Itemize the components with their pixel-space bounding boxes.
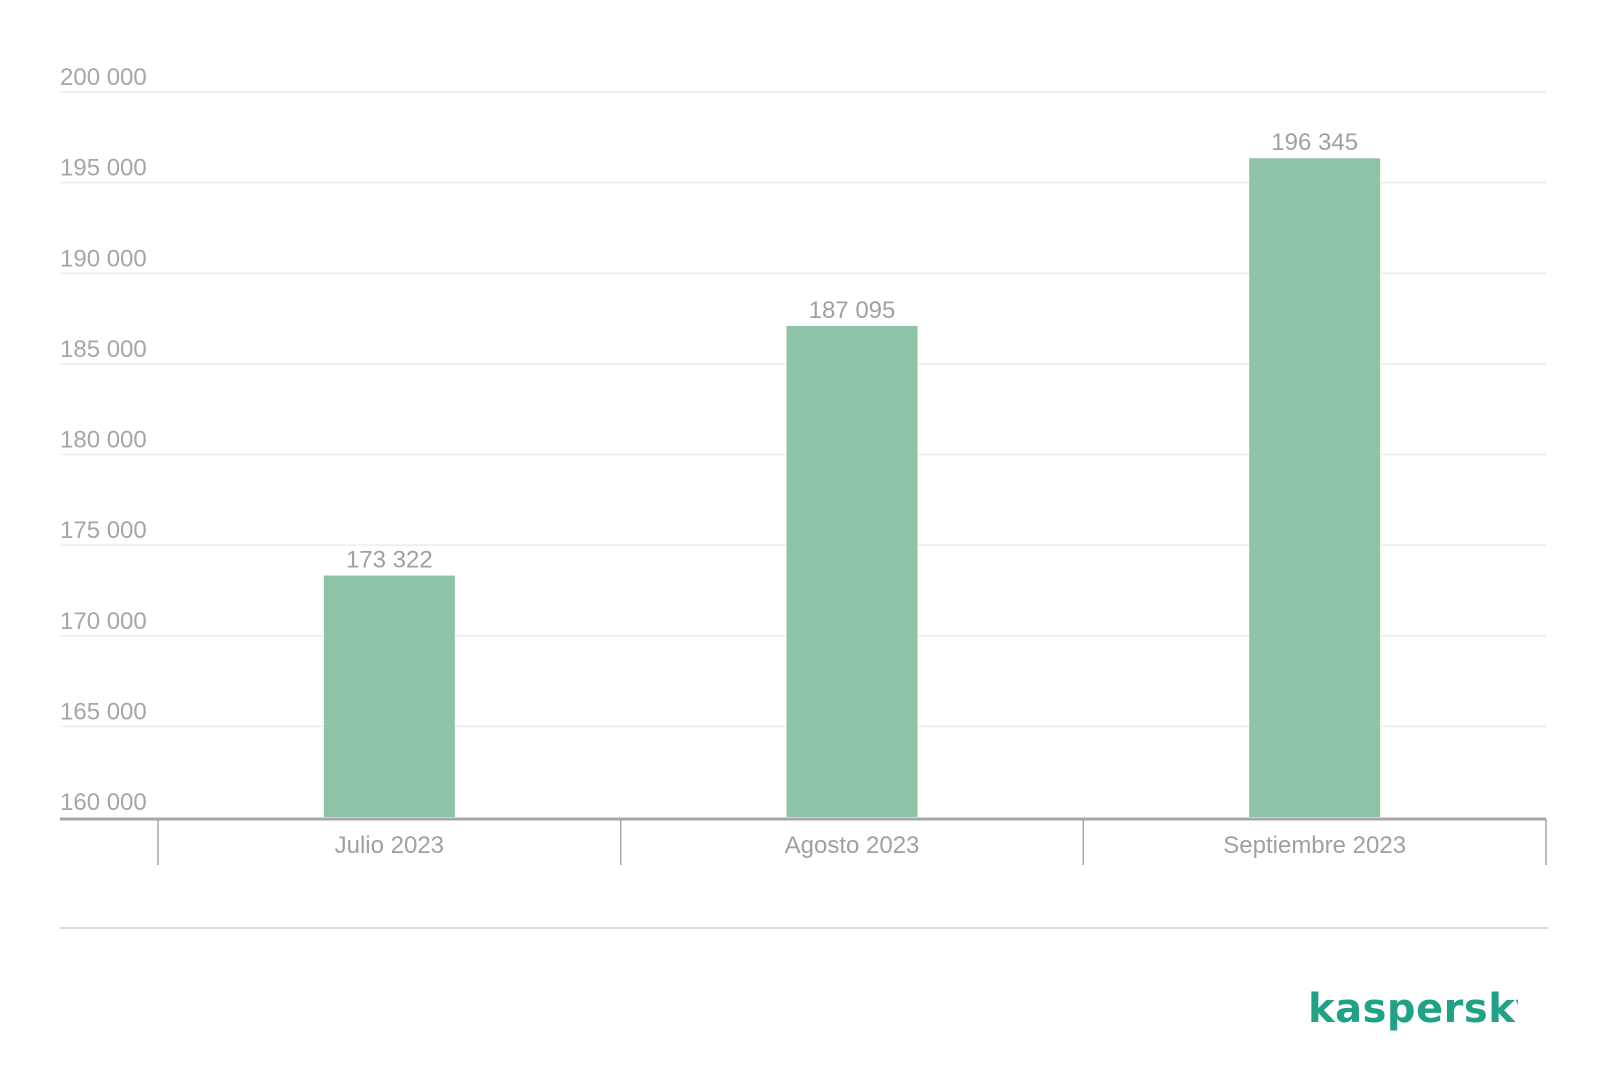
y-tick-label: 175 000 [60, 517, 147, 544]
bar-value-label: 173 322 [346, 547, 433, 574]
y-tick-label: 165 000 [60, 698, 147, 725]
y-tick-label: 190 000 [60, 245, 147, 272]
bar [1249, 158, 1381, 817]
kaspersky-logo: kaspersky [1308, 980, 1541, 1040]
x-axis-separators [157, 819, 1547, 865]
y-tick-label: 180 000 [60, 427, 147, 454]
bar-value-label: 187 095 [809, 297, 896, 324]
bar-value-label: 196 345 [1271, 129, 1358, 156]
data-labels: 173 322 187 095 196 345 [346, 129, 1358, 573]
y-tick-label: 200 000 [60, 64, 147, 91]
y-axis-tick-labels: 160 000 165 000 170 000 175 000 180 000 185 0… [60, 64, 147, 816]
y-tick-label: 170 000 [60, 608, 147, 635]
x-category-label: Julio 2023 [335, 832, 444, 859]
bars [323, 158, 1381, 817]
x-axis-category-labels: Julio 2023 Agosto 2023 Septiembre 2023 [335, 832, 1406, 859]
bar [323, 575, 455, 817]
bar [786, 325, 918, 817]
x-category-label: Septiembre 2023 [1223, 832, 1406, 859]
y-tick-label: 195 000 [60, 155, 147, 182]
svg-text:kaspersky: kaspersky [1308, 986, 1518, 1032]
y-tick-label: 160 000 [60, 789, 147, 816]
y-tick-label: 185 000 [60, 336, 147, 363]
x-category-label: Agosto 2023 [785, 832, 920, 859]
